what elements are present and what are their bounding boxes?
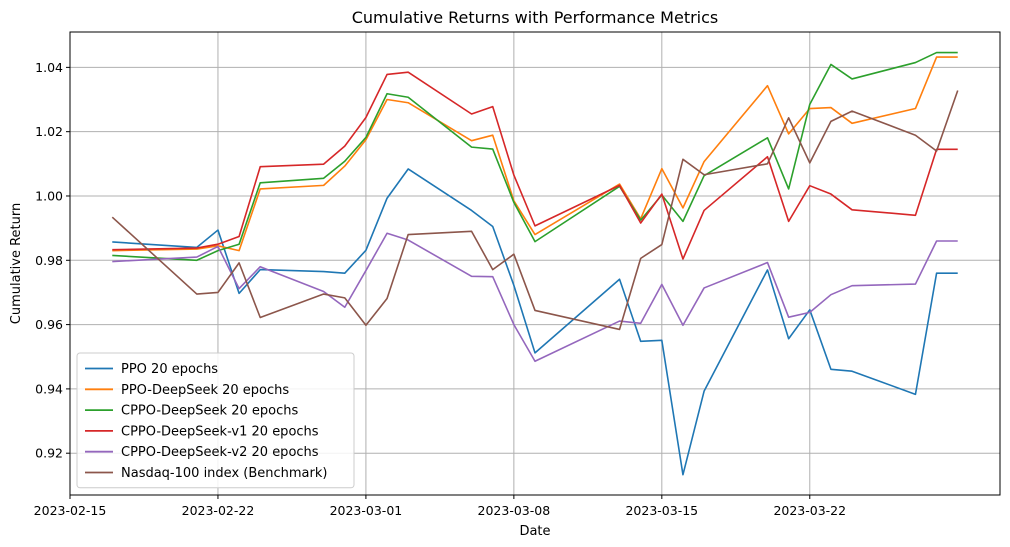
y-tick-label: 0.92 xyxy=(35,446,63,461)
legend-label: CPPO-DeepSeek-v1 20 epochs xyxy=(121,424,319,439)
y-tick-label: 1.02 xyxy=(35,124,63,139)
x-axis-label: Date xyxy=(519,524,550,539)
plot-frame xyxy=(69,31,1001,496)
x-tick-label: 2023-02-22 xyxy=(182,503,255,518)
y-axis-ticks: 0.92 0.94 0.96 0.98 1.00 1.02 1.04 xyxy=(35,60,70,461)
series-line-1 xyxy=(112,168,958,476)
legend-label: PPO 20 epochs xyxy=(121,362,218,377)
y-axis-label: Cumulative Return xyxy=(9,203,24,324)
series-line-5 xyxy=(112,232,958,363)
x-tick-label: 2023-03-15 xyxy=(625,503,698,518)
legend-label: PPO-DeepSeek 20 epochs xyxy=(121,383,289,398)
legend-label: Nasdaq-100 index (Benchmark) xyxy=(121,466,327,481)
y-tick-label: 1.00 xyxy=(35,188,63,203)
legend-label: CPPO-DeepSeek-v2 20 epochs xyxy=(121,445,319,460)
series-line-2 xyxy=(112,56,958,252)
chart-title: Cumulative Returns with Performance Metr… xyxy=(352,8,719,27)
x-tick-label: 2023-03-01 xyxy=(330,503,403,518)
legend: PPO 20 epochs PPO-DeepSeek 20 epochs CPPO-… xyxy=(76,352,355,489)
series-line-3 xyxy=(112,51,958,262)
x-tick-label: 2023-03-08 xyxy=(478,503,551,518)
x-tick-label: 2023-03-22 xyxy=(773,503,846,518)
legend-box xyxy=(76,352,355,489)
y-tick-label: 0.96 xyxy=(35,317,63,332)
x-tick-label: 2023-02-15 xyxy=(34,503,107,518)
series-line-4 xyxy=(112,71,958,260)
series-lines xyxy=(111,51,959,476)
x-axis-ticks: 2023-02-15 2023-02-22 2023-03-01 2023-03-08… xyxy=(34,495,846,518)
legend-label: CPPO-DeepSeek 20 epochs xyxy=(121,404,298,419)
y-tick-label: 0.94 xyxy=(35,381,63,396)
y-tick-label: 0.98 xyxy=(35,253,63,268)
y-tick-label: 1.04 xyxy=(35,60,63,75)
series-line-6 xyxy=(111,90,959,331)
